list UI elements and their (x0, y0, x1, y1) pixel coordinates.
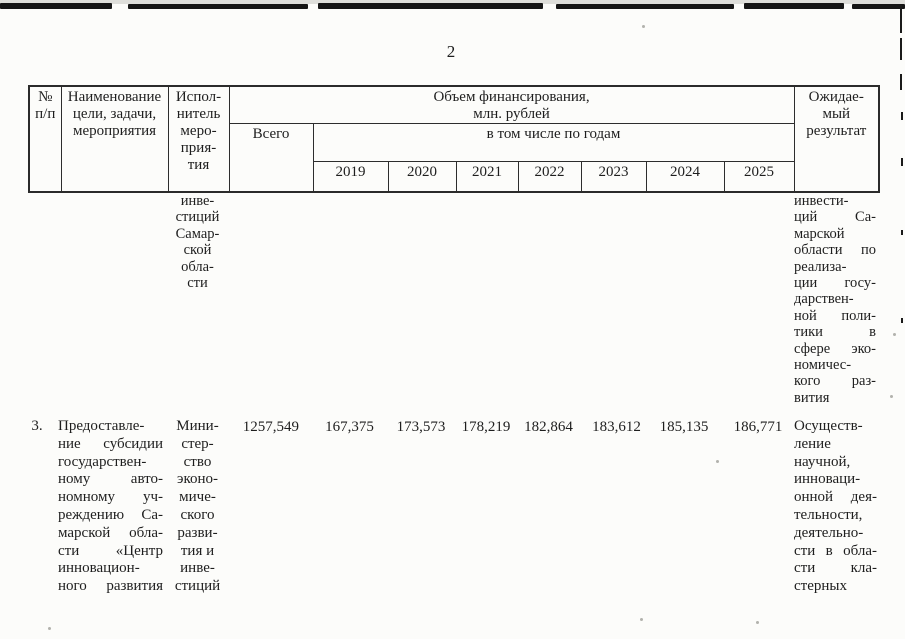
carryover-executor-text: инве-стиций Самар-ской обла-сти (175, 193, 220, 292)
scan-top-strip (0, 0, 905, 4)
row3-value-2019: 167,375 (325, 419, 374, 435)
scan-noise-speck (756, 621, 759, 624)
row3-executor-text: Мини-стер-ство эконо-миче-ского разви-тия … (174, 418, 221, 595)
scan-noise-speck (893, 333, 896, 336)
row3-value-2022: 182,864 (524, 419, 573, 435)
carryover-expected-result-text: инвести-ций Са-марской области по реализа-… (794, 193, 876, 406)
scan-noise-speck (890, 395, 893, 398)
row3-value-2025: 186,771 (733, 419, 783, 435)
header-financing: Объем финансирования, млн. рублей (228, 85, 795, 124)
year-header-2023: 2023 (580, 161, 647, 192)
row3-total-value: 1257,549 (242, 419, 299, 435)
header-executor: Испол-нитель меро-прия-тия (167, 85, 230, 192)
year-header-2025: 2025 (723, 161, 795, 192)
year-header-2020: 2020 (387, 161, 457, 192)
row3-number: 3. (31, 418, 43, 434)
scan-noise-speck (642, 25, 645, 28)
row3-name-text: Предоставле-ние субсидии государствен-ном… (58, 418, 163, 595)
header-total: Всего (228, 123, 314, 192)
row3-value-2020: 173,573 (396, 419, 446, 435)
scan-noise-speck (640, 618, 643, 621)
scan-noise-speck (716, 460, 719, 463)
year-header-2019: 2019 (312, 161, 389, 192)
row3-value-2023: 183,612 (592, 419, 641, 435)
year-header-2021: 2021 (455, 161, 519, 192)
header-name: Наименование цели, задачи, мероприятия (60, 85, 169, 192)
year-header-2022: 2022 (517, 161, 582, 192)
header-num: № п/п (28, 85, 62, 192)
financing-table-header: № п/п Наименование цели, задачи, мероприяти… (28, 85, 881, 193)
row3-value-2021: 178,219 (461, 419, 511, 435)
scan-noise-speck (48, 627, 51, 630)
header-expected-result: Ожидае-мый результат (793, 85, 880, 192)
row3-value-2024: 185,135 (659, 419, 709, 435)
row3-expected-result-text: Осуществ-ление научной, инноваци-онной дея… (794, 418, 877, 595)
page-number: 2 (446, 42, 456, 61)
header-by-years: в том числе по годам (312, 123, 795, 162)
year-header-2024: 2024 (645, 161, 725, 192)
